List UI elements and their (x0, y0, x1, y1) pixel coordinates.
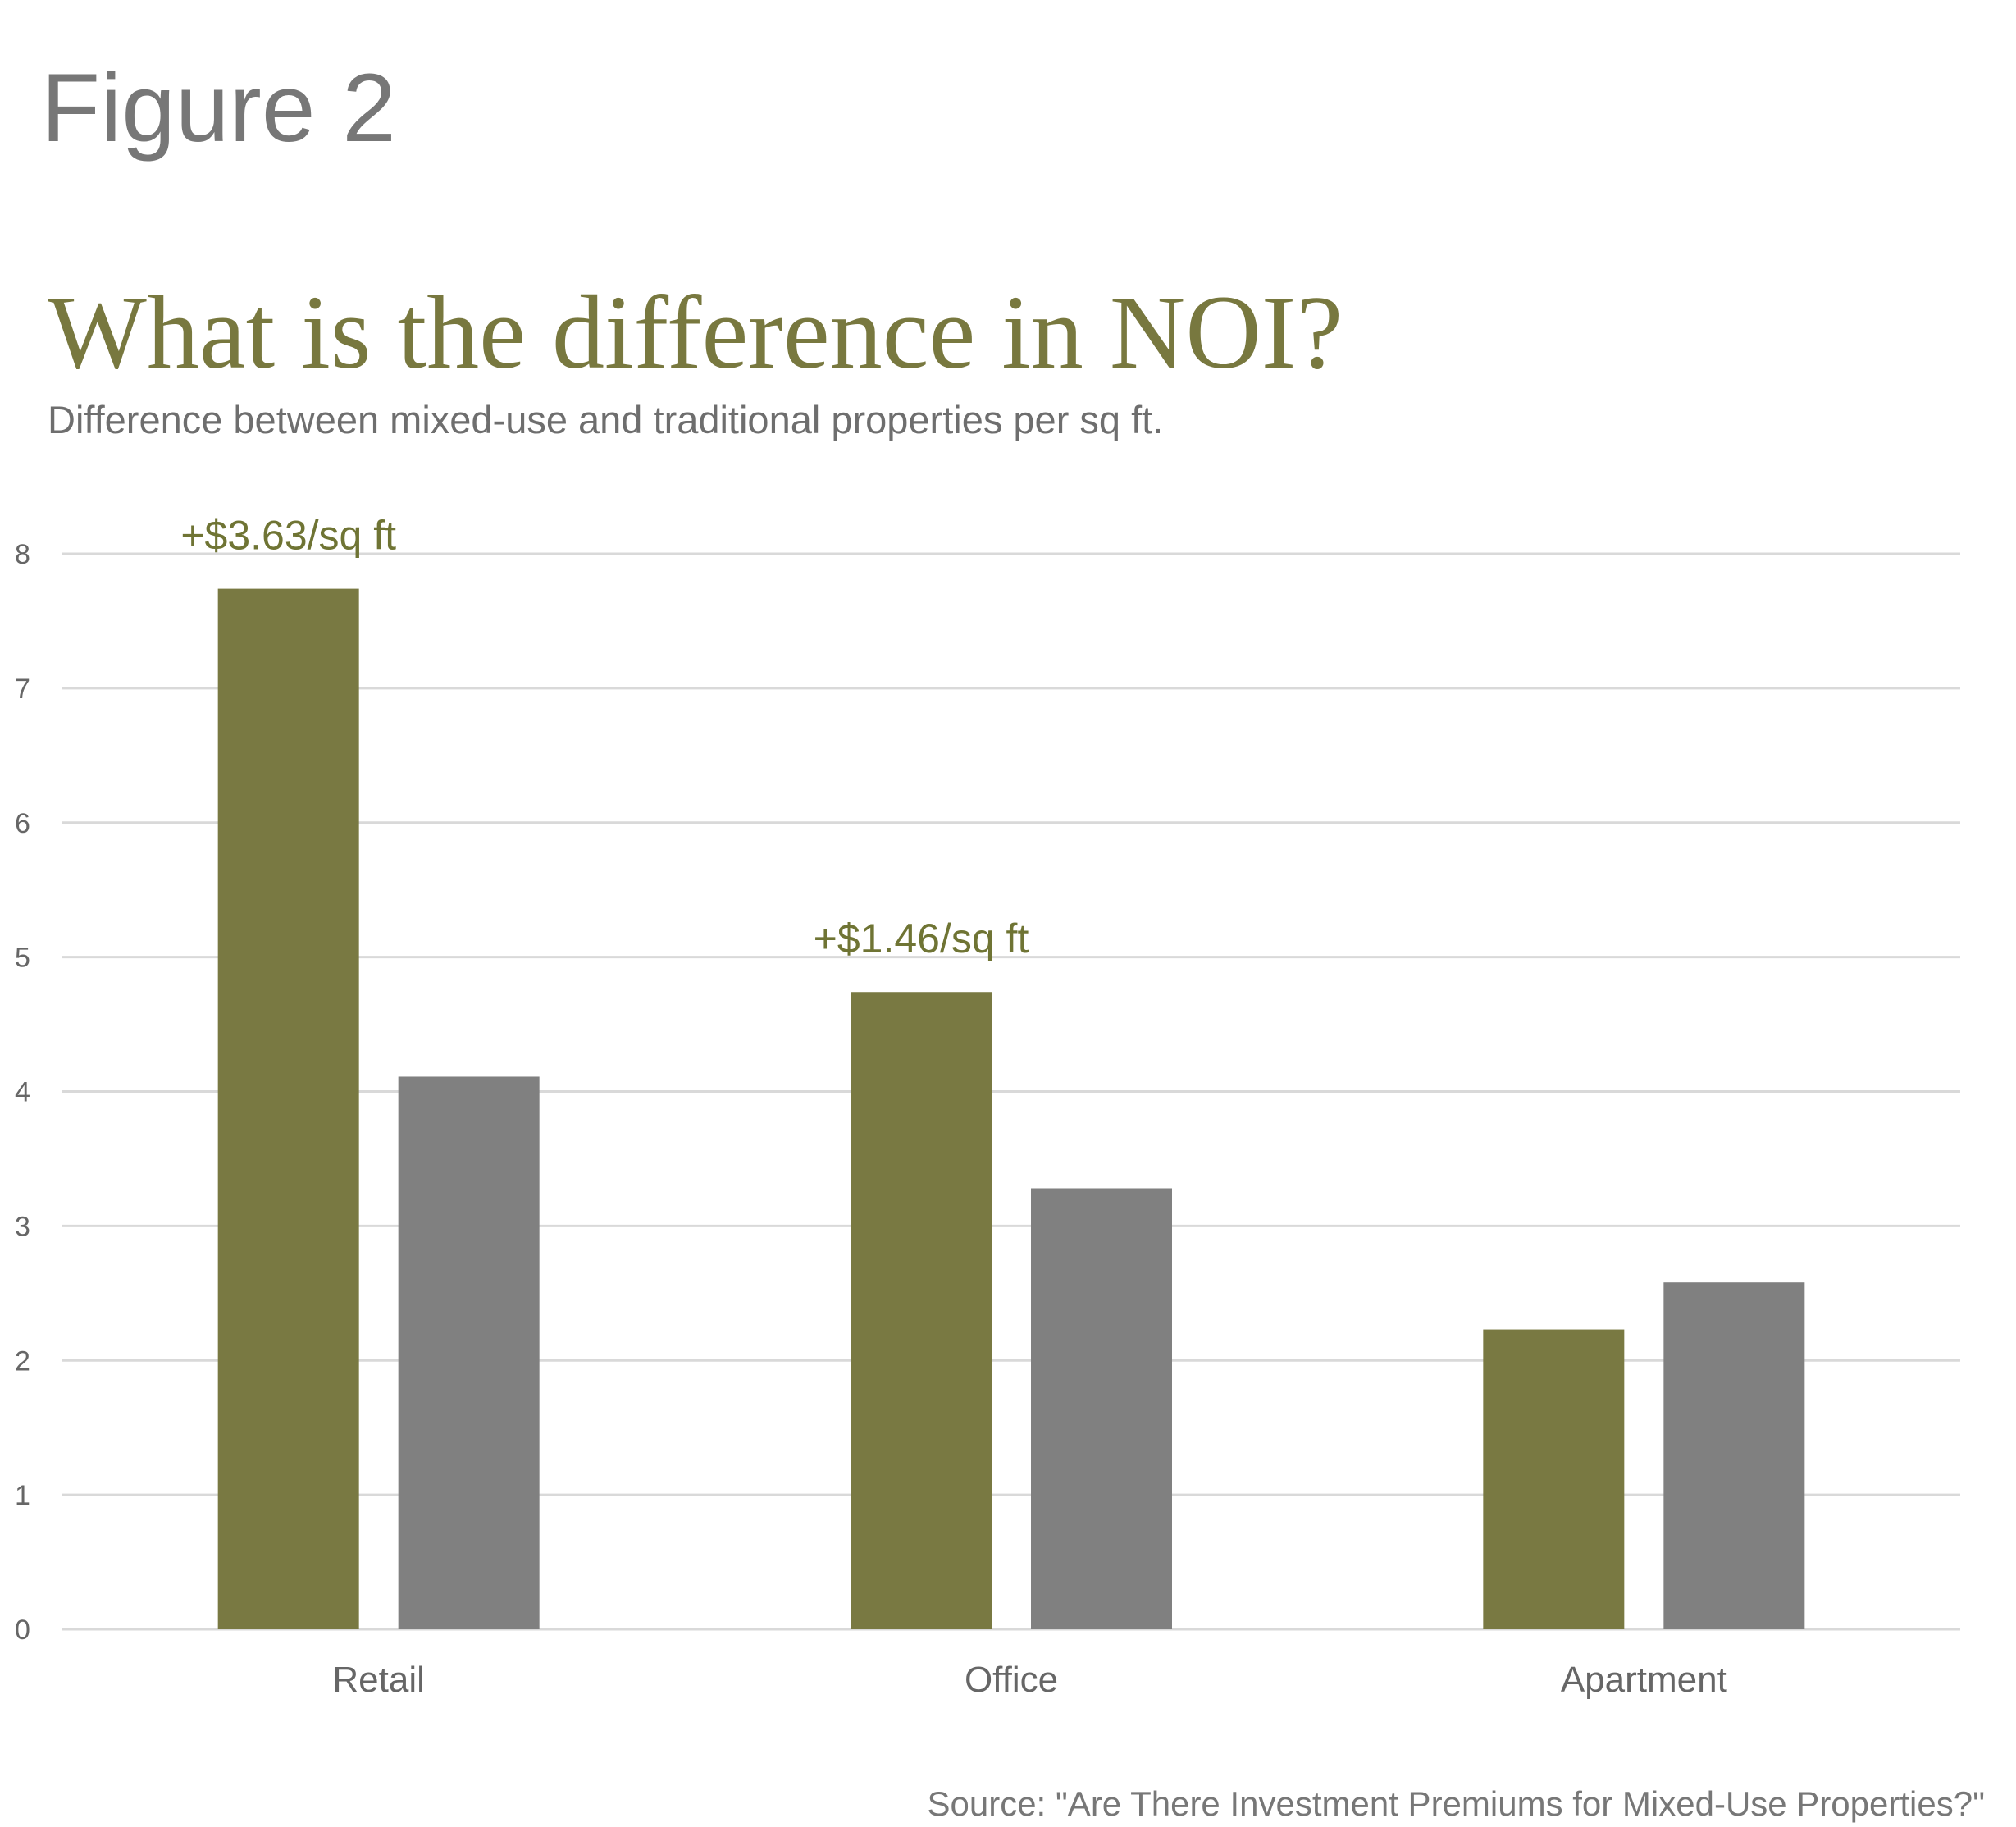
y-tick-label: 6 (15, 808, 30, 839)
y-tick-label: 0 (15, 1615, 30, 1646)
x-category-label: Office (965, 1660, 1058, 1700)
difference-annotation: +$3.63/sq ft (180, 513, 396, 559)
y-tick-label: 7 (15, 674, 30, 705)
bar-apartment-series-2 (1663, 1282, 1805, 1629)
bar-office-series-2 (1031, 1188, 1172, 1629)
y-tick-label: 3 (15, 1211, 30, 1242)
bar-office-series-1 (851, 992, 992, 1629)
x-category-label: Apartment (1561, 1660, 1727, 1700)
y-tick-label: 2 (15, 1345, 30, 1377)
source-note: Source: "Are There Investment Premiums f… (927, 1784, 1985, 1823)
difference-annotation: +$1.46/sq ft (814, 916, 1029, 961)
chart-title: What is the difference in NOI? (48, 274, 1343, 391)
y-tick-label: 1 (15, 1480, 30, 1511)
x-category-label: Retail (332, 1660, 425, 1700)
bar-retail-series-2 (398, 1076, 540, 1629)
bar-retail-series-1 (217, 588, 359, 1630)
chart-subtitle: Difference between mixed-use and traditi… (48, 398, 1163, 441)
y-tick-label: 4 (15, 1077, 30, 1108)
y-tick-label: 5 (15, 943, 30, 974)
figure-label: Figure 2 (41, 54, 396, 162)
bar-apartment-series-1 (1483, 1329, 1625, 1629)
y-tick-label: 8 (15, 539, 30, 570)
